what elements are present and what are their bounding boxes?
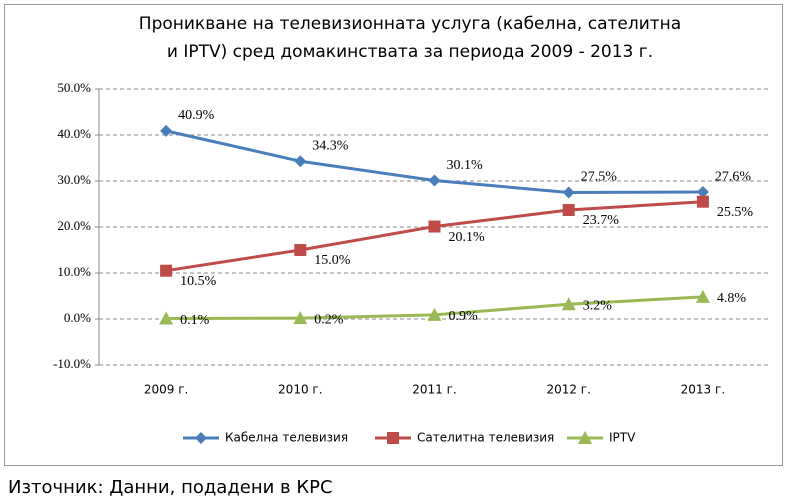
data-label: 27.5% <box>581 170 618 185</box>
marker <box>695 289 710 303</box>
legend-marker <box>195 432 207 444</box>
legend-label: IPTV <box>609 431 636 445</box>
marker <box>160 264 173 277</box>
legend-label: Сателитна телевизия <box>417 431 554 445</box>
data-label: 34.3% <box>312 138 349 153</box>
marker <box>562 186 575 199</box>
data-label: 0.9% <box>449 309 479 324</box>
marker <box>696 186 709 199</box>
data-label: 23.7% <box>583 213 620 228</box>
data-label: 10.5% <box>180 274 217 289</box>
legend-label: Кабелна телевизия <box>225 431 348 445</box>
data-label: 20.1% <box>449 230 486 245</box>
x-tick-label: 2009 г. <box>144 383 188 397</box>
marker <box>160 124 173 137</box>
data-label: 40.9% <box>178 108 215 123</box>
marker <box>428 220 441 233</box>
source-note: Източник: Данни, подадени в КРС <box>8 477 333 498</box>
marker <box>159 311 174 325</box>
y-tick-label: 50.0% <box>57 80 91 95</box>
x-tick-label: 2012 г. <box>546 383 590 397</box>
marker <box>428 174 441 187</box>
data-label: 15.0% <box>314 253 351 268</box>
y-tick-label: 20.0% <box>57 218 91 233</box>
marker <box>294 155 307 168</box>
data-label: 3.2% <box>583 298 613 313</box>
y-tick-label: 40.0% <box>57 126 91 141</box>
y-tick-label: 0.0% <box>64 310 91 325</box>
data-label: 4.8% <box>717 291 747 306</box>
y-tick-label: 10.0% <box>57 264 91 279</box>
x-tick-label: 2013 г. <box>681 383 725 397</box>
x-tick-label: 2011 г. <box>412 383 456 397</box>
data-label: 27.6% <box>715 169 752 184</box>
marker <box>293 311 308 325</box>
legend-marker <box>578 431 592 444</box>
legend-marker <box>387 432 399 444</box>
chart-title: Проникване на телевизионната услуга (каб… <box>139 14 681 34</box>
marker <box>561 297 576 311</box>
data-label: 25.5% <box>717 205 754 220</box>
chart-title: и IPTV) сред домакинствата за периода 20… <box>167 42 653 62</box>
y-tick-label: -10.0% <box>53 356 91 371</box>
marker <box>562 203 575 216</box>
x-tick-label: 2010 г. <box>278 383 322 397</box>
marker <box>696 195 709 208</box>
marker <box>427 307 442 321</box>
data-label: 0.1% <box>180 313 210 328</box>
y-tick-label: 30.0% <box>57 172 91 187</box>
marker <box>294 244 307 256</box>
data-label: 0.2% <box>314 312 344 327</box>
data-label: 30.1% <box>447 158 484 173</box>
